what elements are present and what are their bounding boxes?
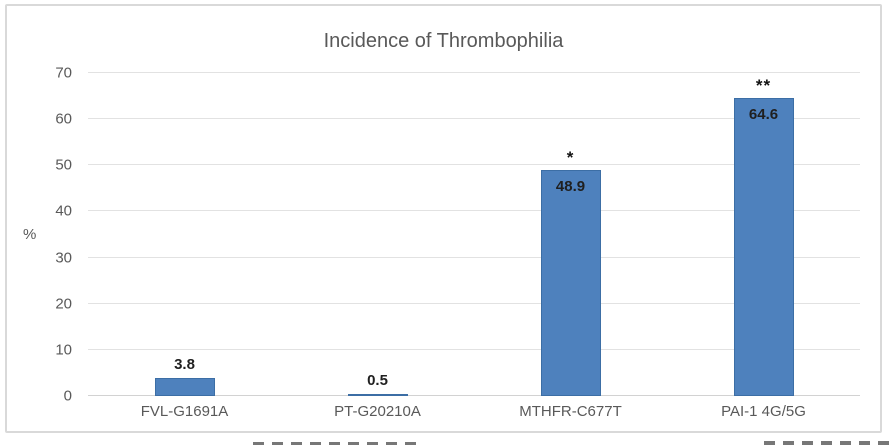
y-axis-title: % [23, 226, 37, 243]
gridline-20 [88, 302, 860, 304]
x-tick-label-FVL-G1691A: FVL-G1691A [140, 403, 229, 420]
y-tick-label-0: 0 [63, 387, 72, 405]
y-tick-label-30: 30 [55, 249, 72, 267]
bar-PT-G20210A [347, 393, 408, 396]
value-label-MTHFR-C677T: 48.9 [555, 178, 586, 196]
gridline-0 [88, 395, 860, 396]
bar-FVL-G1691A [154, 378, 215, 396]
value-label-PT-G20210A: 0.5 [367, 371, 388, 389]
x-tick-label-PT-G20210A: PT-G20210A [334, 403, 421, 420]
gridline-50 [88, 164, 860, 166]
cut-off-text-fragment-left [253, 442, 423, 445]
x-tick-label-MTHFR-C677T: MTHFR-C677T [519, 403, 622, 420]
gridline-60 [88, 118, 860, 120]
plot-area: 3.8 0.5 48.9 * 64.6 ** [88, 72, 860, 396]
gridline-40 [88, 210, 860, 212]
y-tick-label-10: 10 [55, 341, 72, 359]
y-tick-label-50: 50 [55, 156, 72, 174]
value-label-FVL-G1691A: 3.8 [174, 356, 195, 374]
y-tick-label-70: 70 [55, 64, 72, 82]
value-label-PAI-1 4G/5G: 64.6 [748, 105, 779, 123]
bar-PAI-1 4G/5G [733, 97, 794, 396]
gridline-70 [88, 72, 860, 73]
x-tick-label-PAI-1 4G/5G: PAI-1 4G/5G [721, 403, 806, 420]
y-tick-label-40: 40 [55, 202, 72, 220]
chart-frame: Incidence of Thrombophilia % 0 10 20 30 40 50… [5, 4, 882, 433]
significance-annotation-MTHFR-C677T: * [566, 148, 575, 168]
chart-title: Incidence of Thrombophilia [323, 30, 564, 52]
y-tick-label-20: 20 [55, 295, 72, 313]
cut-off-text-fragment-right [764, 441, 891, 445]
gridline-30 [88, 256, 860, 258]
significance-annotation-PAI-1 4G/5G: ** [755, 75, 772, 95]
y-axis-tick-labels: 0 10 20 30 40 50 60 70 [7, 66, 72, 404]
bar-MTHFR-C677T [540, 170, 601, 396]
y-tick-label-60: 60 [55, 110, 72, 128]
x-axis-tick-labels: FVL-G1691A PT-G20210A MTHFR-C677T PAI-1 4G/… [88, 403, 860, 423]
gridline-10 [88, 348, 860, 350]
